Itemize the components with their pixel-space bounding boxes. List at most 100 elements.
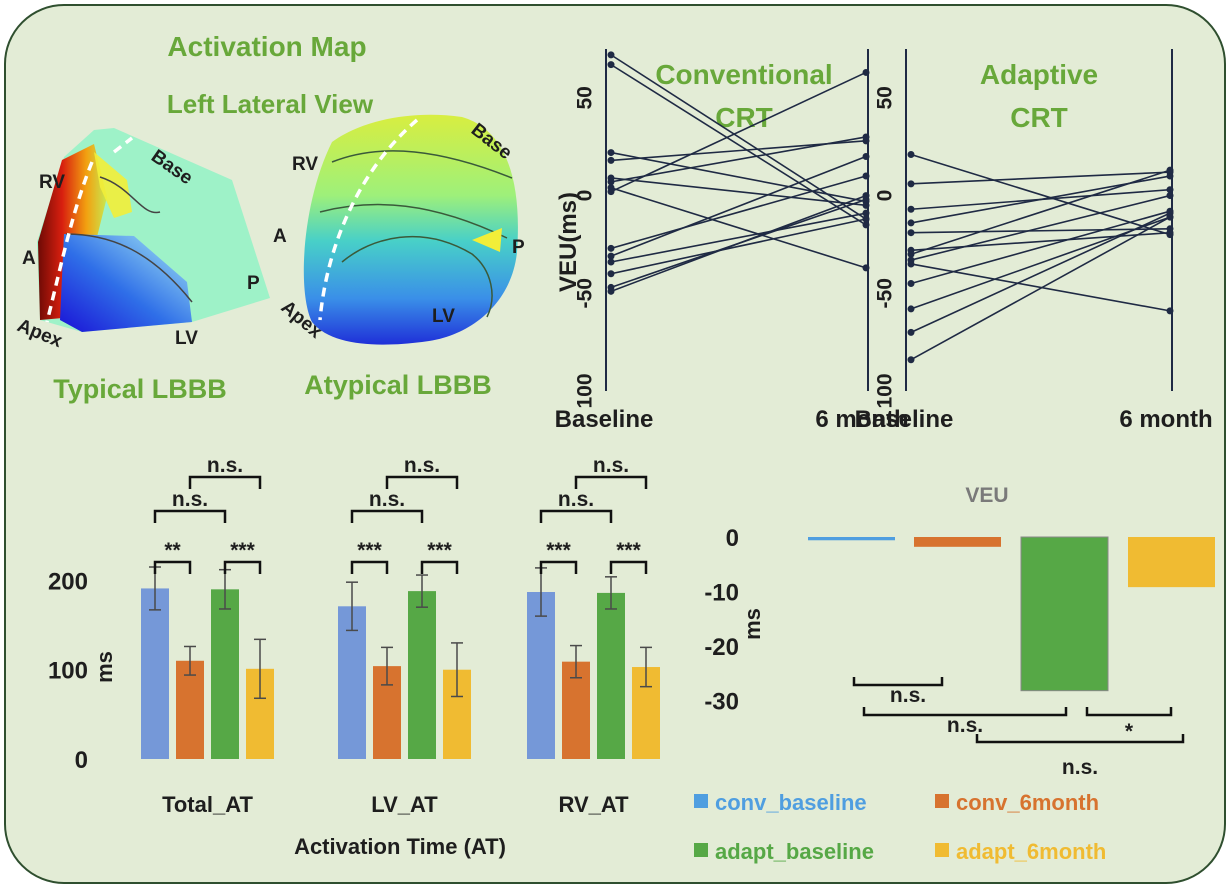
veu-bar-adapt-baseline <box>1020 536 1109 692</box>
at-significance-label: n.s. <box>172 488 208 511</box>
line-chart-0-point-6month <box>862 195 870 203</box>
at-category-label: LV_AT <box>371 792 438 817</box>
activation-map-title: Activation Map <box>167 31 366 62</box>
activation-map-subtitle: Left Lateral View <box>167 89 374 119</box>
line-chart-0-tick-label: 100 <box>574 373 597 408</box>
veu-significance-label: * <box>1125 720 1134 743</box>
line-chart-1-series-line <box>910 227 1171 234</box>
at-significance-bracket <box>385 475 459 489</box>
line-chart-0-series-line <box>610 218 867 275</box>
legend-label-adapt-baseline: adapt_baseline <box>715 839 874 864</box>
line-chart-1-point-baseline <box>907 280 915 288</box>
line-chart-0-point-baseline <box>607 283 615 291</box>
veu-bar-conv-6month <box>914 537 1001 547</box>
line-chart-0-point-6month <box>862 264 870 272</box>
line-chart-1-point-baseline <box>907 151 915 159</box>
at-significance-bracket <box>153 560 192 574</box>
typical-label-p: P <box>247 273 260 294</box>
line-chart-0-series-line <box>610 175 867 250</box>
veu-bar-chart: 0 -10 -20 -30 n.s. n.s. * n.s. <box>704 525 1215 779</box>
line-chart-0-series-line <box>610 136 867 183</box>
line-chart-1-tick-label: 50 <box>874 86 897 109</box>
at-significance-label: n.s. <box>369 488 405 511</box>
veu-y-tick-label: -30 <box>704 689 739 716</box>
line-chart-1-tick-label: -50 <box>874 278 897 308</box>
veu-bar-conv-baseline <box>808 537 895 541</box>
atypical-label-a: A <box>273 226 287 247</box>
at-significance-label: *** <box>427 539 452 562</box>
line-chart-1-series-line <box>910 194 1171 261</box>
at-significance-bracket <box>420 560 459 574</box>
at-significance-bracket <box>539 509 613 523</box>
line-chart-0-point-6month <box>862 152 870 160</box>
line-chart-0-point-baseline <box>607 270 615 278</box>
line-chart-1-series-line <box>910 231 1171 252</box>
at-category-label: Total_AT <box>162 792 253 817</box>
line-chart-0-point-6month <box>862 133 870 141</box>
at-bar-adapt-baseline <box>211 589 239 759</box>
line-chart-0-series-line <box>610 54 867 220</box>
veu-significance-bracket <box>852 677 944 687</box>
at-y-tick-label: 0 <box>75 747 88 774</box>
line-chart-0-series-line <box>610 212 867 263</box>
line-chart-0-x-label-baseline: Baseline <box>555 406 654 433</box>
typical-label-lv: LV <box>175 328 198 349</box>
line-chart-1-point-6month <box>1166 192 1174 200</box>
veu-y-tick-label: -20 <box>704 634 739 661</box>
line-chart-1-tick-label: 0 <box>874 190 897 202</box>
veu-significance-bracket <box>862 707 1068 717</box>
at-bar-conv-baseline <box>141 588 169 759</box>
at-bar-conv-baseline <box>338 606 366 759</box>
legend-swatch-conv-baseline <box>694 794 708 808</box>
line-chart-1-series-line <box>910 210 1171 285</box>
line-chart-0-point-baseline <box>607 252 615 260</box>
line-chart-1-point-baseline <box>907 180 915 188</box>
line-chart-0-point-baseline <box>607 258 615 266</box>
line-chart-1-series-line <box>910 169 1171 255</box>
atypical-lbbb-caption: Atypical LBBB <box>304 370 492 400</box>
at-bar-conv-baseline <box>527 592 555 759</box>
line-chart-0-point-baseline <box>607 61 615 69</box>
atypical-label-rv: RV <box>292 154 318 175</box>
typical-label-rv: RV <box>39 172 65 193</box>
at-x-axis-label: Activation Time (AT) <box>294 834 506 859</box>
line-chart-1-tick-label: 100 <box>874 373 897 408</box>
atypical-lbbb-heart-image <box>303 114 518 345</box>
at-significance-label: *** <box>357 539 382 562</box>
legend-swatch-adapt-baseline <box>694 843 708 857</box>
veu-y-tick-label: -10 <box>704 580 739 607</box>
line-chart-0-point-6month <box>862 201 870 209</box>
at-significance-bracket <box>574 475 648 489</box>
at-bar-adapt-baseline <box>408 591 436 759</box>
legend: conv_baseline conv_6month adapt_baseline… <box>694 790 1106 864</box>
line-chart-0-point-6month <box>862 209 870 217</box>
line-chart-0-series-line <box>610 198 867 289</box>
line-chart-1-series-line <box>910 212 1171 334</box>
line-chart-0-series-line <box>610 71 867 193</box>
line-chart-0-point-6month <box>862 215 870 223</box>
line-chart-1-point-baseline <box>907 229 915 237</box>
line-chart-0-point-baseline <box>607 188 615 196</box>
legend-label-conv-baseline: conv_baseline <box>715 790 867 815</box>
veu-significance-label: n.s. <box>947 714 983 737</box>
atypical-label-lv: LV <box>432 306 455 327</box>
veu-bar-y-axis-label: ms <box>740 608 765 640</box>
veu-significance-label: n.s. <box>1062 756 1098 779</box>
line-chart-1-point-6month <box>1166 307 1174 315</box>
typical-lbbb-heart-image <box>37 128 270 332</box>
line-chart-1-x-label-baseline: Baseline <box>855 406 954 433</box>
veu-bar-adapt-6month <box>1128 537 1215 588</box>
line-chart-0-x-label-6month: 6 month <box>815 406 908 433</box>
typical-lbbb-caption: Typical LBBB <box>53 374 227 404</box>
at-significance-label: n.s. <box>207 454 243 477</box>
line-chart-1-point-baseline <box>907 356 915 364</box>
at-significance-bracket <box>350 509 424 523</box>
line-chart-1-title-line2: CRT <box>1010 102 1068 133</box>
line-chart-0-title-line1: Conventional <box>655 59 832 90</box>
typical-label-a: A <box>22 248 36 269</box>
at-y-tick-label: 100 <box>48 658 88 685</box>
at-category-label: RV_AT <box>558 792 629 817</box>
at-significance-bracket <box>223 560 262 574</box>
